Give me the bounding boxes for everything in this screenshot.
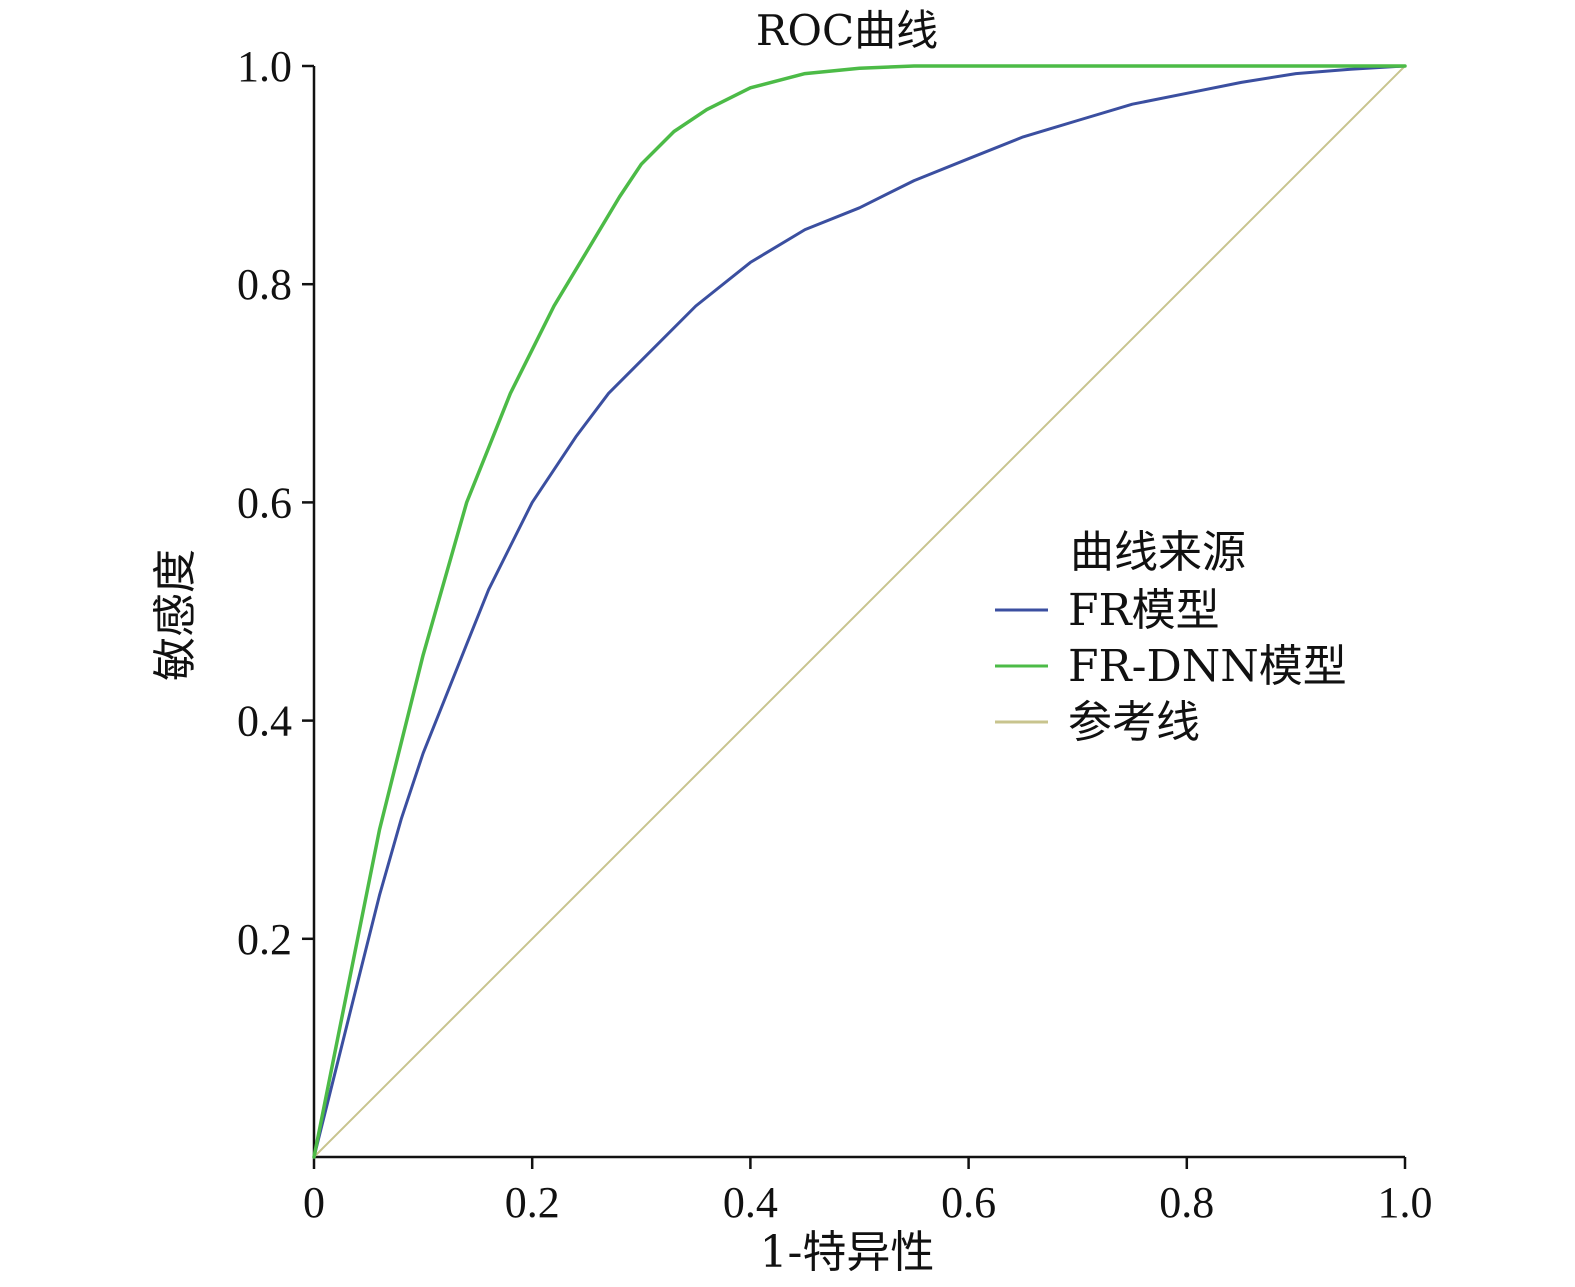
y-tick-label: 0.8 <box>237 260 292 309</box>
y-tick-label: 0.2 <box>237 915 292 964</box>
y-axis-title: 敏感度 <box>150 549 201 681</box>
legend-label-fr-model: FR模型 <box>1068 585 1220 636</box>
series-layer <box>312 64 1407 1159</box>
y-tick-label: 1.0 <box>237 42 292 91</box>
series-line-reference <box>313 65 1406 1158</box>
x-tick-label: 1.0 <box>1378 1178 1433 1227</box>
legend-label-fr-dnn-model: FR-DNN模型 <box>1068 641 1347 692</box>
x-tick-label: 0.2 <box>505 1178 560 1227</box>
series-line-fr-dnn-model <box>312 64 1407 1159</box>
x-tick-label: 0.6 <box>941 1178 996 1227</box>
x-tick-label: 0.4 <box>723 1178 778 1227</box>
legend-title: 曲线来源 <box>1070 527 1246 578</box>
x-axis-title: 1-特异性 <box>760 1227 935 1278</box>
y-tick-label: 0.6 <box>237 478 292 527</box>
legend-label-reference: 参考线 <box>1068 697 1200 748</box>
x-tick-label: 0.8 <box>1159 1178 1214 1227</box>
y-tick-label: 0.4 <box>237 697 292 746</box>
x-tick-label: 0 <box>303 1178 325 1227</box>
axes: 0 0.2 0.4 0.6 0.8 1.0 0.2 0.4 0.6 0.8 1.0 <box>237 42 1433 1227</box>
series-line-fr-model <box>312 64 1407 1159</box>
chart-title: ROC曲线 <box>756 6 938 55</box>
